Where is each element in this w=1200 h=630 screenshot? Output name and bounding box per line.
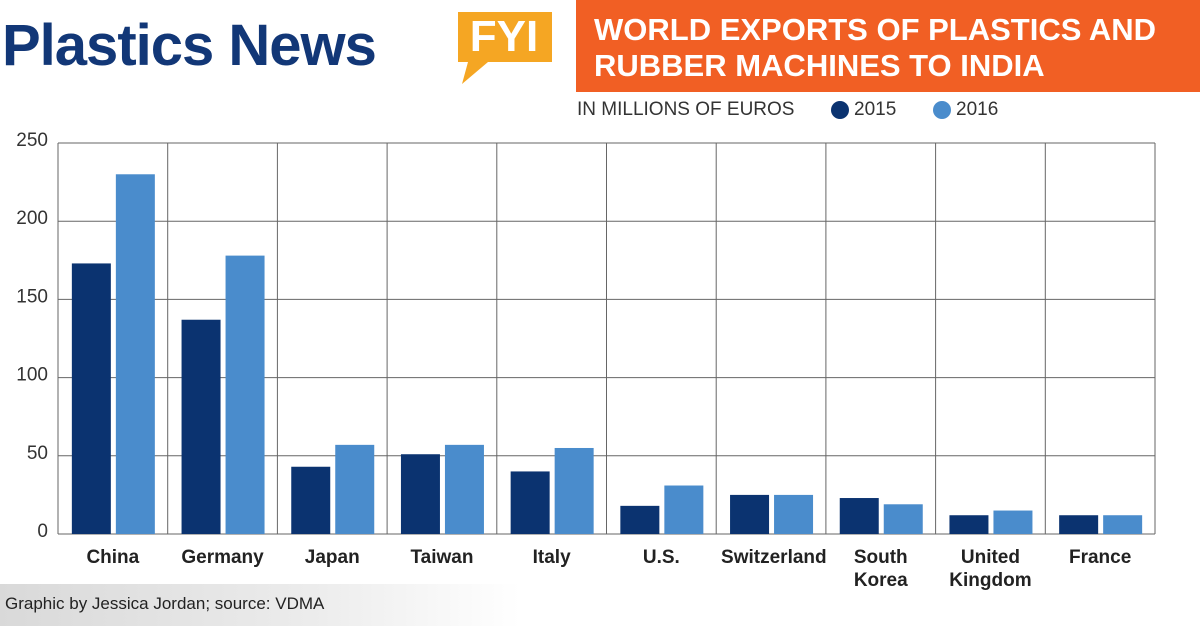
bar: [291, 466, 331, 534]
x-tick-label: France: [1068, 547, 1132, 568]
bar: [839, 498, 879, 534]
y-tick-label: 250: [16, 130, 48, 151]
x-tick-label: South Korea: [853, 547, 908, 591]
legend-swatch: [933, 101, 951, 119]
footer: Graphic by Jessica Jordan; source: VDMA: [5, 594, 325, 613]
y-tick-label: 150: [16, 286, 48, 307]
bar: [444, 444, 484, 534]
x-tick-label: Taiwan: [410, 547, 474, 568]
title-box: [576, 0, 1200, 92]
bar: [949, 515, 989, 534]
legend-label: 2015: [854, 99, 897, 120]
y-tick-label: 100: [16, 365, 48, 386]
legend-label: 2016: [956, 99, 999, 120]
bar: [993, 510, 1033, 534]
footer-band: [0, 584, 520, 626]
legend-swatch: [831, 101, 849, 119]
y-tick-label: 50: [27, 443, 48, 464]
bar: [335, 444, 375, 534]
x-tick-label: United Kingdom: [949, 547, 1032, 591]
badge: FYI: [469, 12, 539, 61]
bar: [510, 471, 550, 534]
bar: [774, 494, 814, 534]
brand-logo: Plastics News: [2, 13, 377, 78]
x-tick-label: China: [86, 547, 140, 568]
bar: [400, 454, 440, 534]
badge-bubble: [458, 12, 552, 84]
bar: [181, 319, 221, 534]
x-tick-label: Switzerland: [721, 547, 827, 568]
y-tick-label: 0: [37, 521, 48, 542]
x-tick-label: Japan: [304, 547, 360, 568]
x-tick-label: Italy: [532, 547, 571, 568]
bar: [225, 255, 265, 534]
bar: [554, 447, 594, 534]
x-tick-label: Germany: [181, 547, 264, 568]
bar: [1059, 515, 1099, 534]
chart-subtitle: IN MILLIONS OF EUROS: [577, 99, 795, 120]
bar: [1103, 515, 1143, 534]
bar: [730, 494, 770, 534]
bar: [883, 504, 923, 534]
bar: [71, 263, 111, 534]
chart-title: WORLD EXPORTS OF PLASTICS AND RUBBER MAC…: [594, 12, 1157, 83]
x-tick-label: U.S.: [642, 547, 680, 568]
bar: [115, 174, 155, 534]
bar: [664, 485, 704, 534]
y-tick-label: 200: [16, 208, 48, 229]
bar: [620, 505, 660, 534]
